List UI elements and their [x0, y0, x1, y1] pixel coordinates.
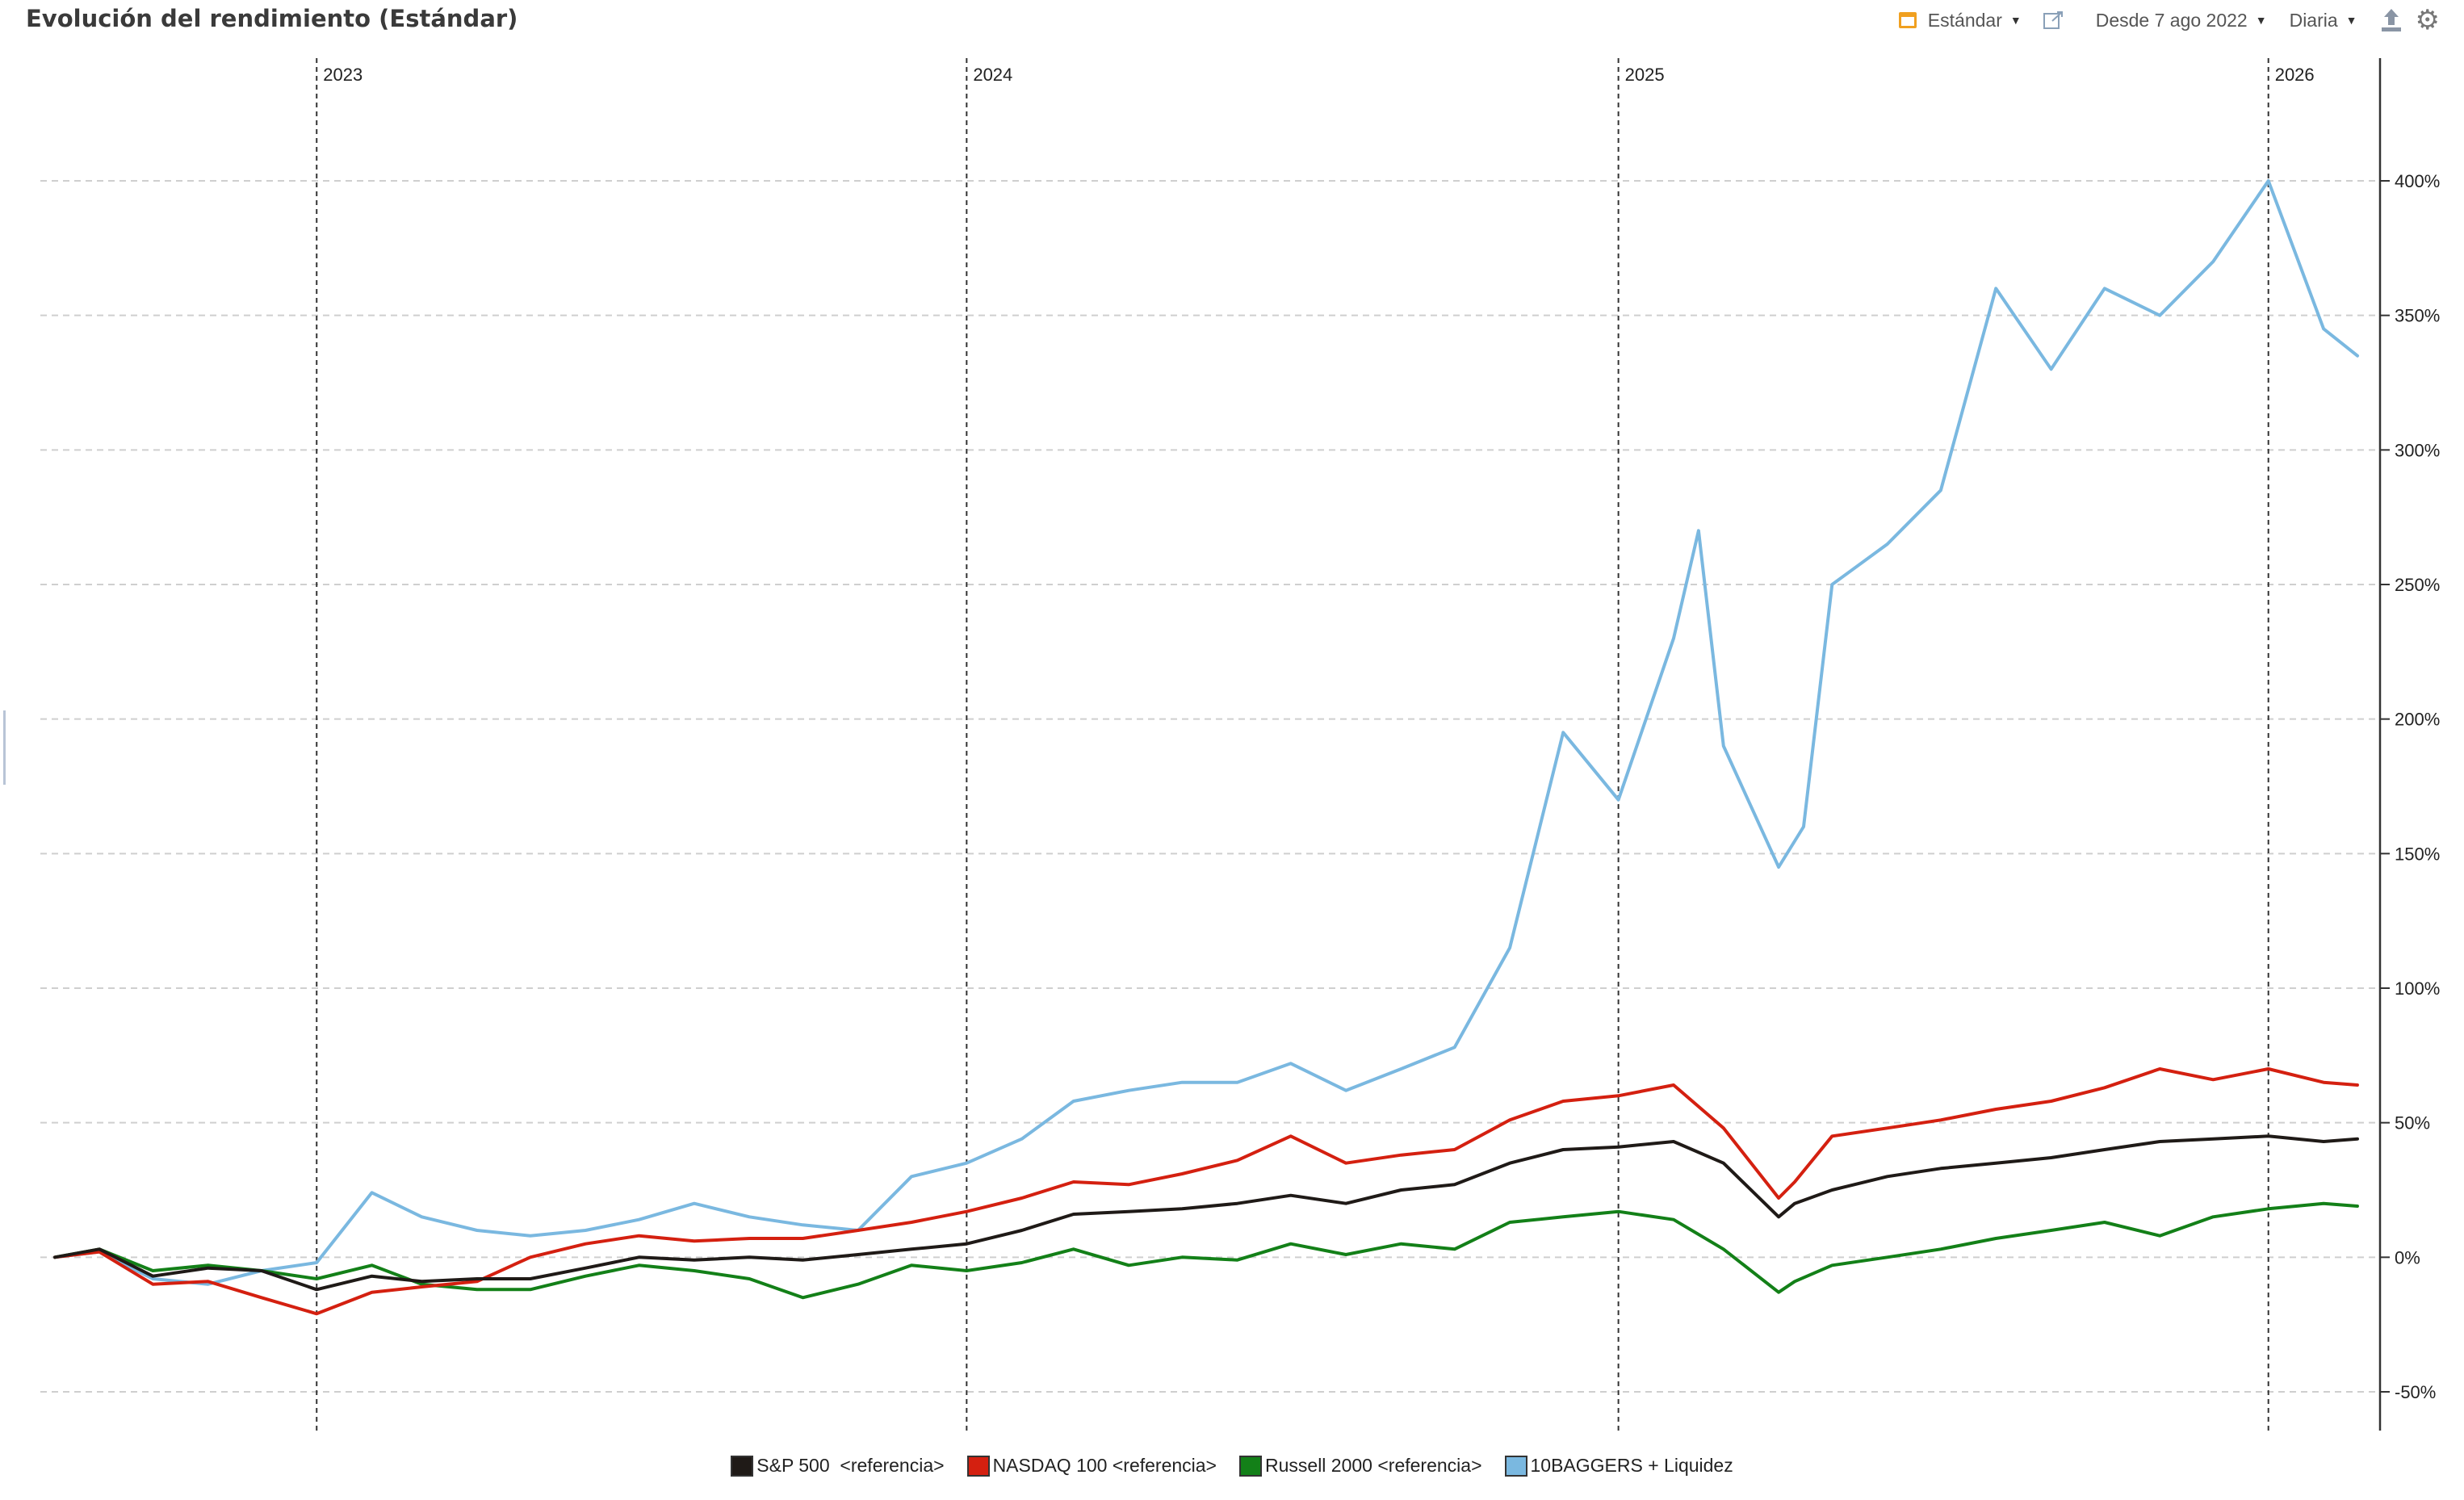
- chart-header: Evolución del rendimiento (Estándar) Est…: [0, 0, 2464, 48]
- share-icon[interactable]: [2043, 10, 2064, 30]
- legend-label: S&P 500 <referencia>: [756, 1455, 945, 1476]
- year-label: 2024: [973, 65, 1012, 85]
- y-tick-label: 350%: [2395, 306, 2440, 326]
- series-line: [53, 1201, 2359, 1300]
- interval-label: Diaria: [2289, 9, 2338, 31]
- legend-label: Russell 2000 <referencia>: [1265, 1455, 1482, 1476]
- legend-swatch: [1504, 1455, 1527, 1477]
- caret-down-icon: ▼: [2009, 14, 2022, 27]
- performance-chart: 400% 350% 300% 250% 200% 150% 100% 50% 0% -50% 202…: [40, 58, 2440, 1431]
- year-label: 2023: [323, 65, 362, 85]
- caret-down-icon: ▼: [2345, 14, 2357, 27]
- y-tick-label: 200%: [2395, 710, 2440, 730]
- y-tick-label: 300%: [2395, 440, 2440, 460]
- chart-legend: S&P 500 <referencia> NASDAQ 100 <referenc…: [0, 1455, 2464, 1477]
- caret-down-icon: ▼: [2255, 14, 2267, 27]
- y-tick-label: 400%: [2395, 171, 2440, 191]
- year-label: 2025: [1625, 65, 1665, 85]
- y-tick-label: -50%: [2395, 1382, 2436, 1402]
- legend-item[interactable]: S&P 500 <referencia>: [731, 1455, 945, 1477]
- chart-title: Evolución del rendimiento (Estándar): [26, 5, 518, 32]
- calendar-icon: [1898, 12, 1917, 28]
- y-tick-label: 250%: [2395, 575, 2440, 595]
- legend-item[interactable]: 10BAGGERS + Liquidez: [1504, 1455, 1733, 1477]
- range-selector[interactable]: Desde 7 ago 2022 ▼: [2096, 10, 2267, 31]
- export-icon[interactable]: [2380, 7, 2403, 33]
- y-tick-label: 150%: [2395, 844, 2440, 864]
- panel-resize-handle[interactable]: [3, 710, 6, 785]
- y-tick-label: 0%: [2395, 1247, 2420, 1267]
- legend-swatch: [966, 1455, 990, 1477]
- year-label: 2026: [2275, 65, 2315, 85]
- legend-swatch: [731, 1455, 754, 1477]
- y-tick-label: 50%: [2395, 1113, 2430, 1133]
- legend-label: 10BAGGERS + Liquidez: [1530, 1455, 1733, 1476]
- chart-toolbar: Estándar ▼ Desde 7 ago 2022 ▼ Diaria ▼ ⚙: [1898, 5, 2440, 36]
- legend-item[interactable]: Russell 2000 <referencia>: [1239, 1455, 1482, 1477]
- legend-item[interactable]: NASDAQ 100 <referencia>: [966, 1455, 1217, 1477]
- series-line: [53, 1134, 2359, 1292]
- legend-swatch: [1239, 1455, 1262, 1477]
- legend-label: NASDAQ 100 <referencia>: [992, 1455, 1217, 1476]
- series-line: [53, 179, 2359, 1286]
- gear-icon[interactable]: ⚙: [2415, 5, 2440, 36]
- series-line: [53, 1067, 2359, 1316]
- interval-selector[interactable]: Diaria ▼: [2290, 10, 2357, 31]
- range-label: Desde 7 ago 2022: [2095, 9, 2248, 31]
- mode-selector[interactable]: Estándar ▼: [1898, 9, 2022, 31]
- y-tick-label: 100%: [2395, 978, 2440, 999]
- mode-label: Estándar: [1927, 9, 2002, 31]
